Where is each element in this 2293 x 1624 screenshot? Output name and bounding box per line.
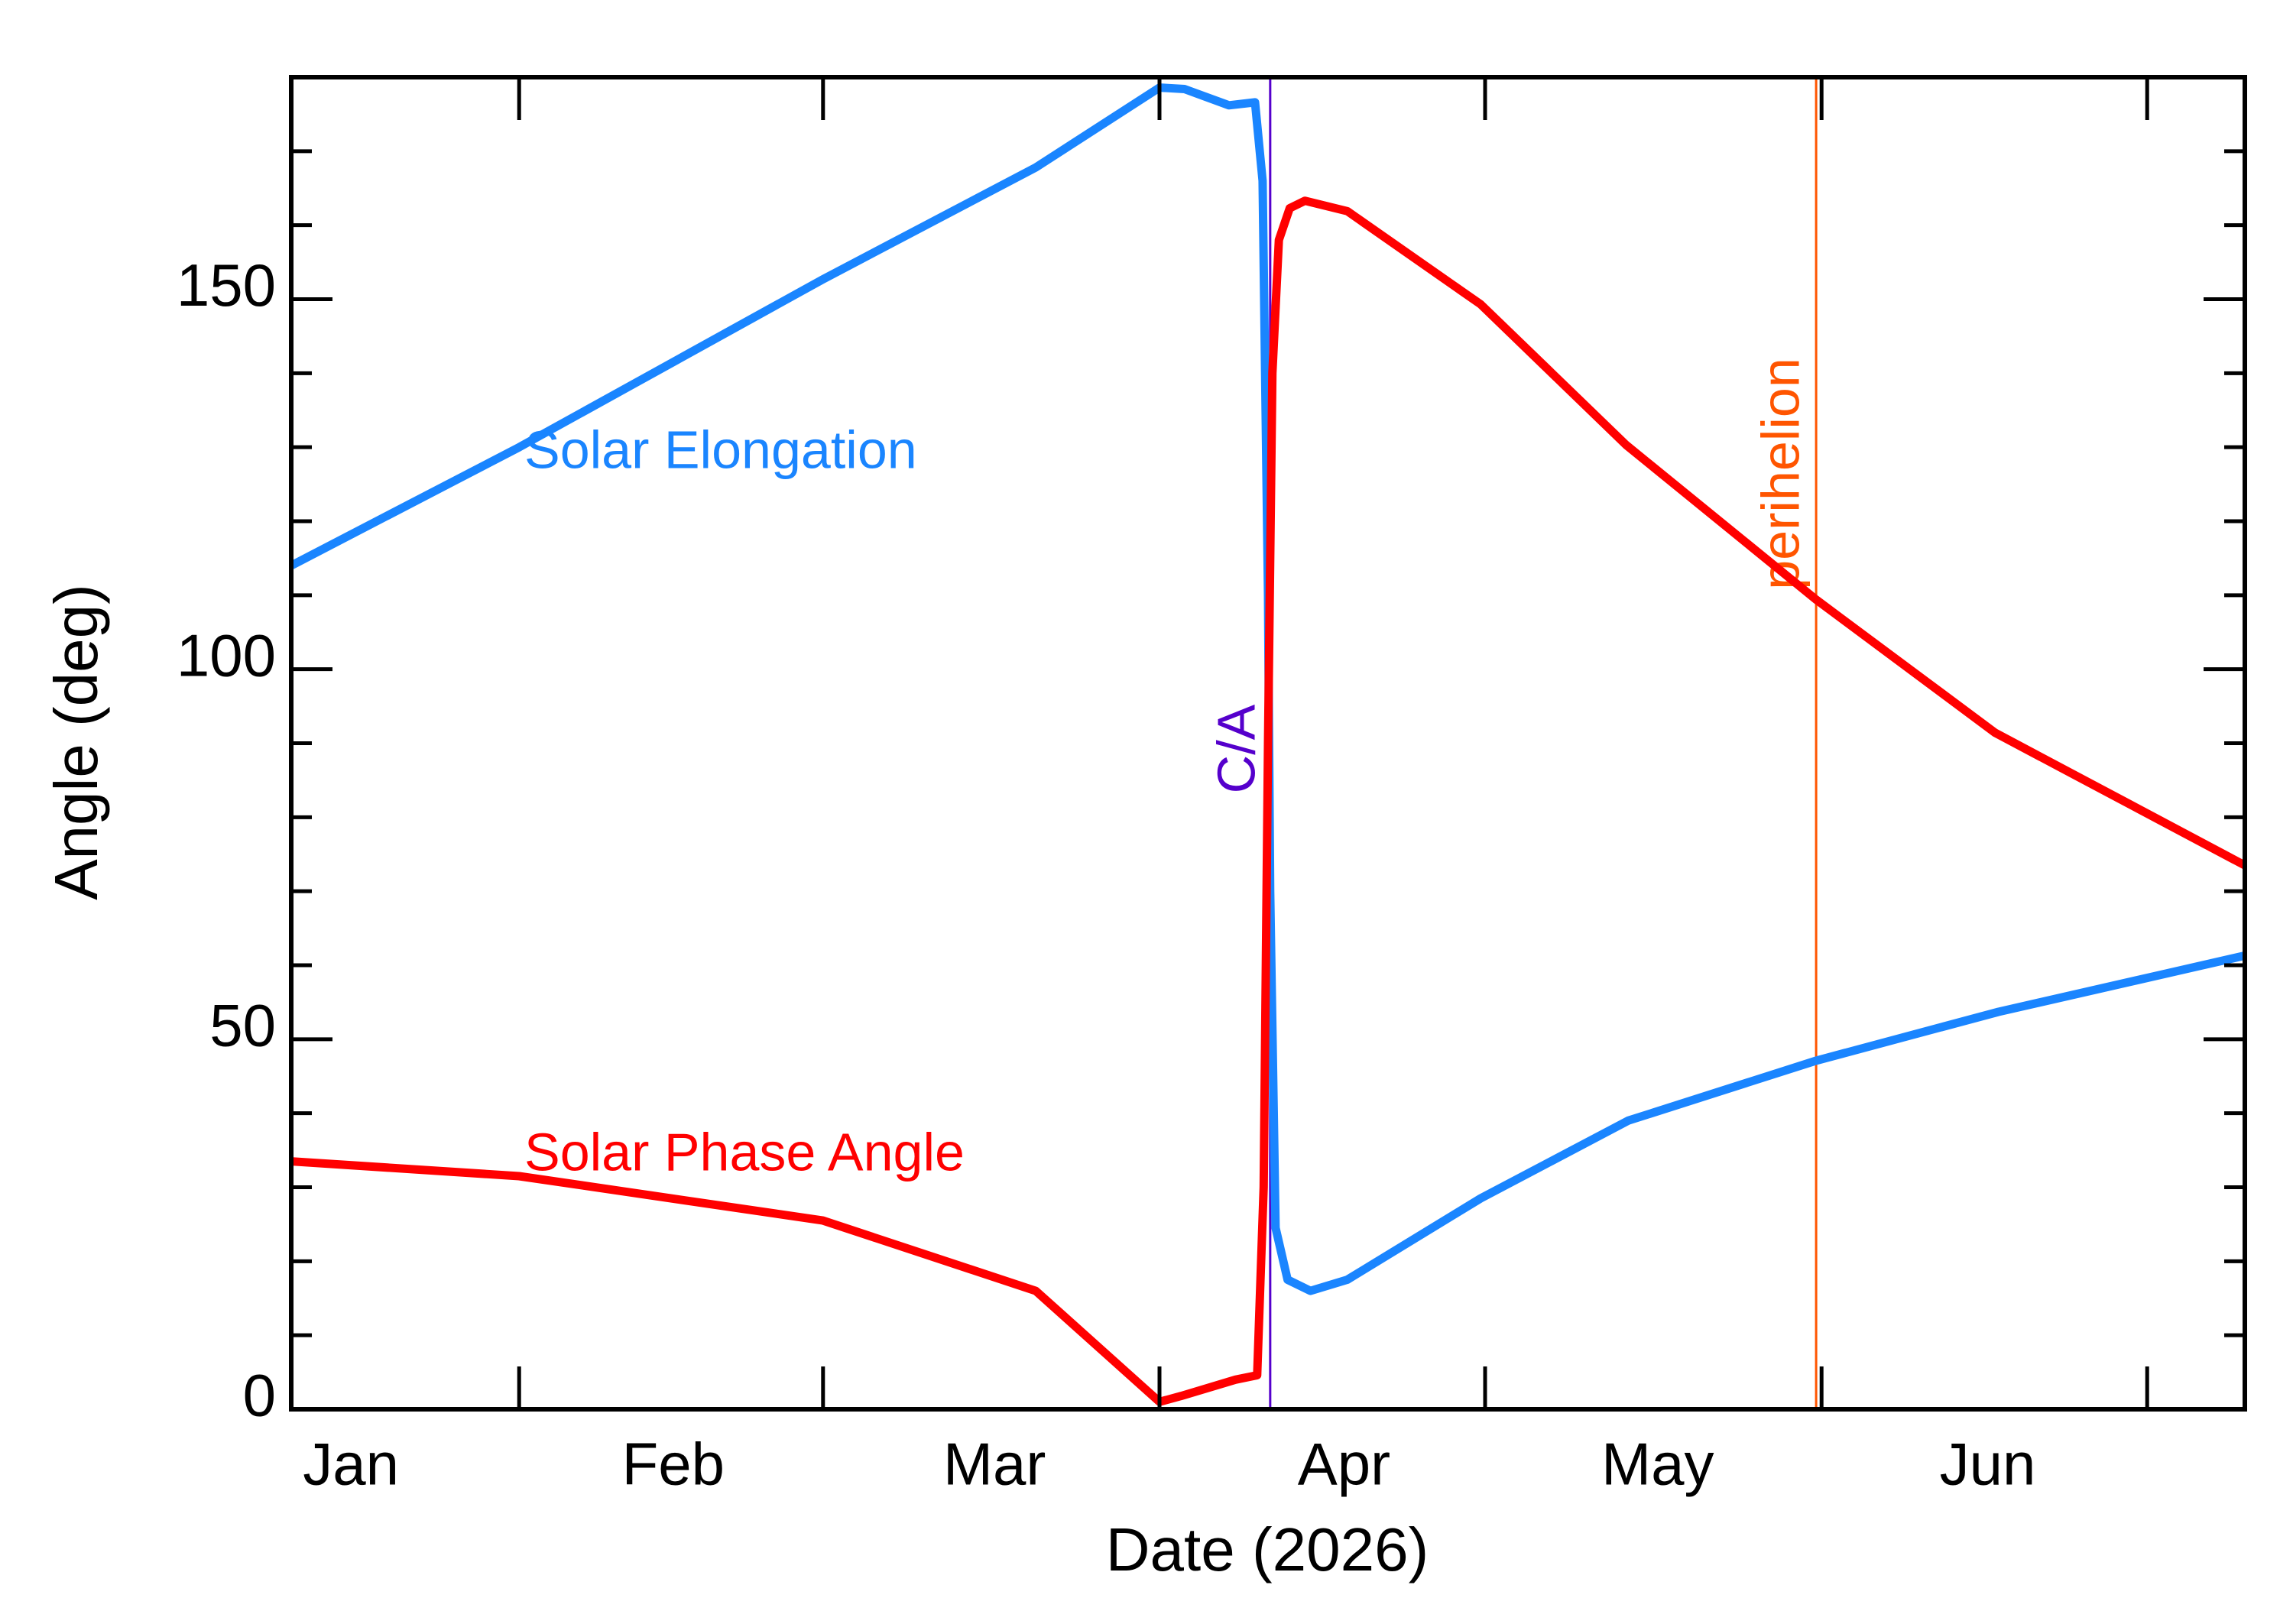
y-tick-label: 100 [177, 621, 276, 689]
x-tick-label: Mar [943, 1431, 1046, 1498]
y-tick-label: 0 [243, 1362, 276, 1429]
series-label: Solar Phase Angle [524, 1122, 965, 1182]
y-tick-label: 150 [177, 251, 276, 319]
data-line [291, 196, 2245, 1406]
x-tick-label: May [1601, 1431, 1714, 1498]
reference-label: C/A [1206, 704, 1266, 793]
x-tick-label: Jan [303, 1431, 399, 1498]
y-tick-label: 50 [209, 991, 276, 1058]
x-axis-label: Date (2026) [1106, 1515, 1429, 1583]
series-label: Solar Elongation [524, 420, 917, 479]
x-tick-label: Feb [622, 1431, 725, 1498]
x-tick-label: Apr [1298, 1431, 1390, 1498]
x-tick-label: Jun [1940, 1431, 2036, 1498]
y-axis-label: Angle (deg) [42, 584, 110, 900]
